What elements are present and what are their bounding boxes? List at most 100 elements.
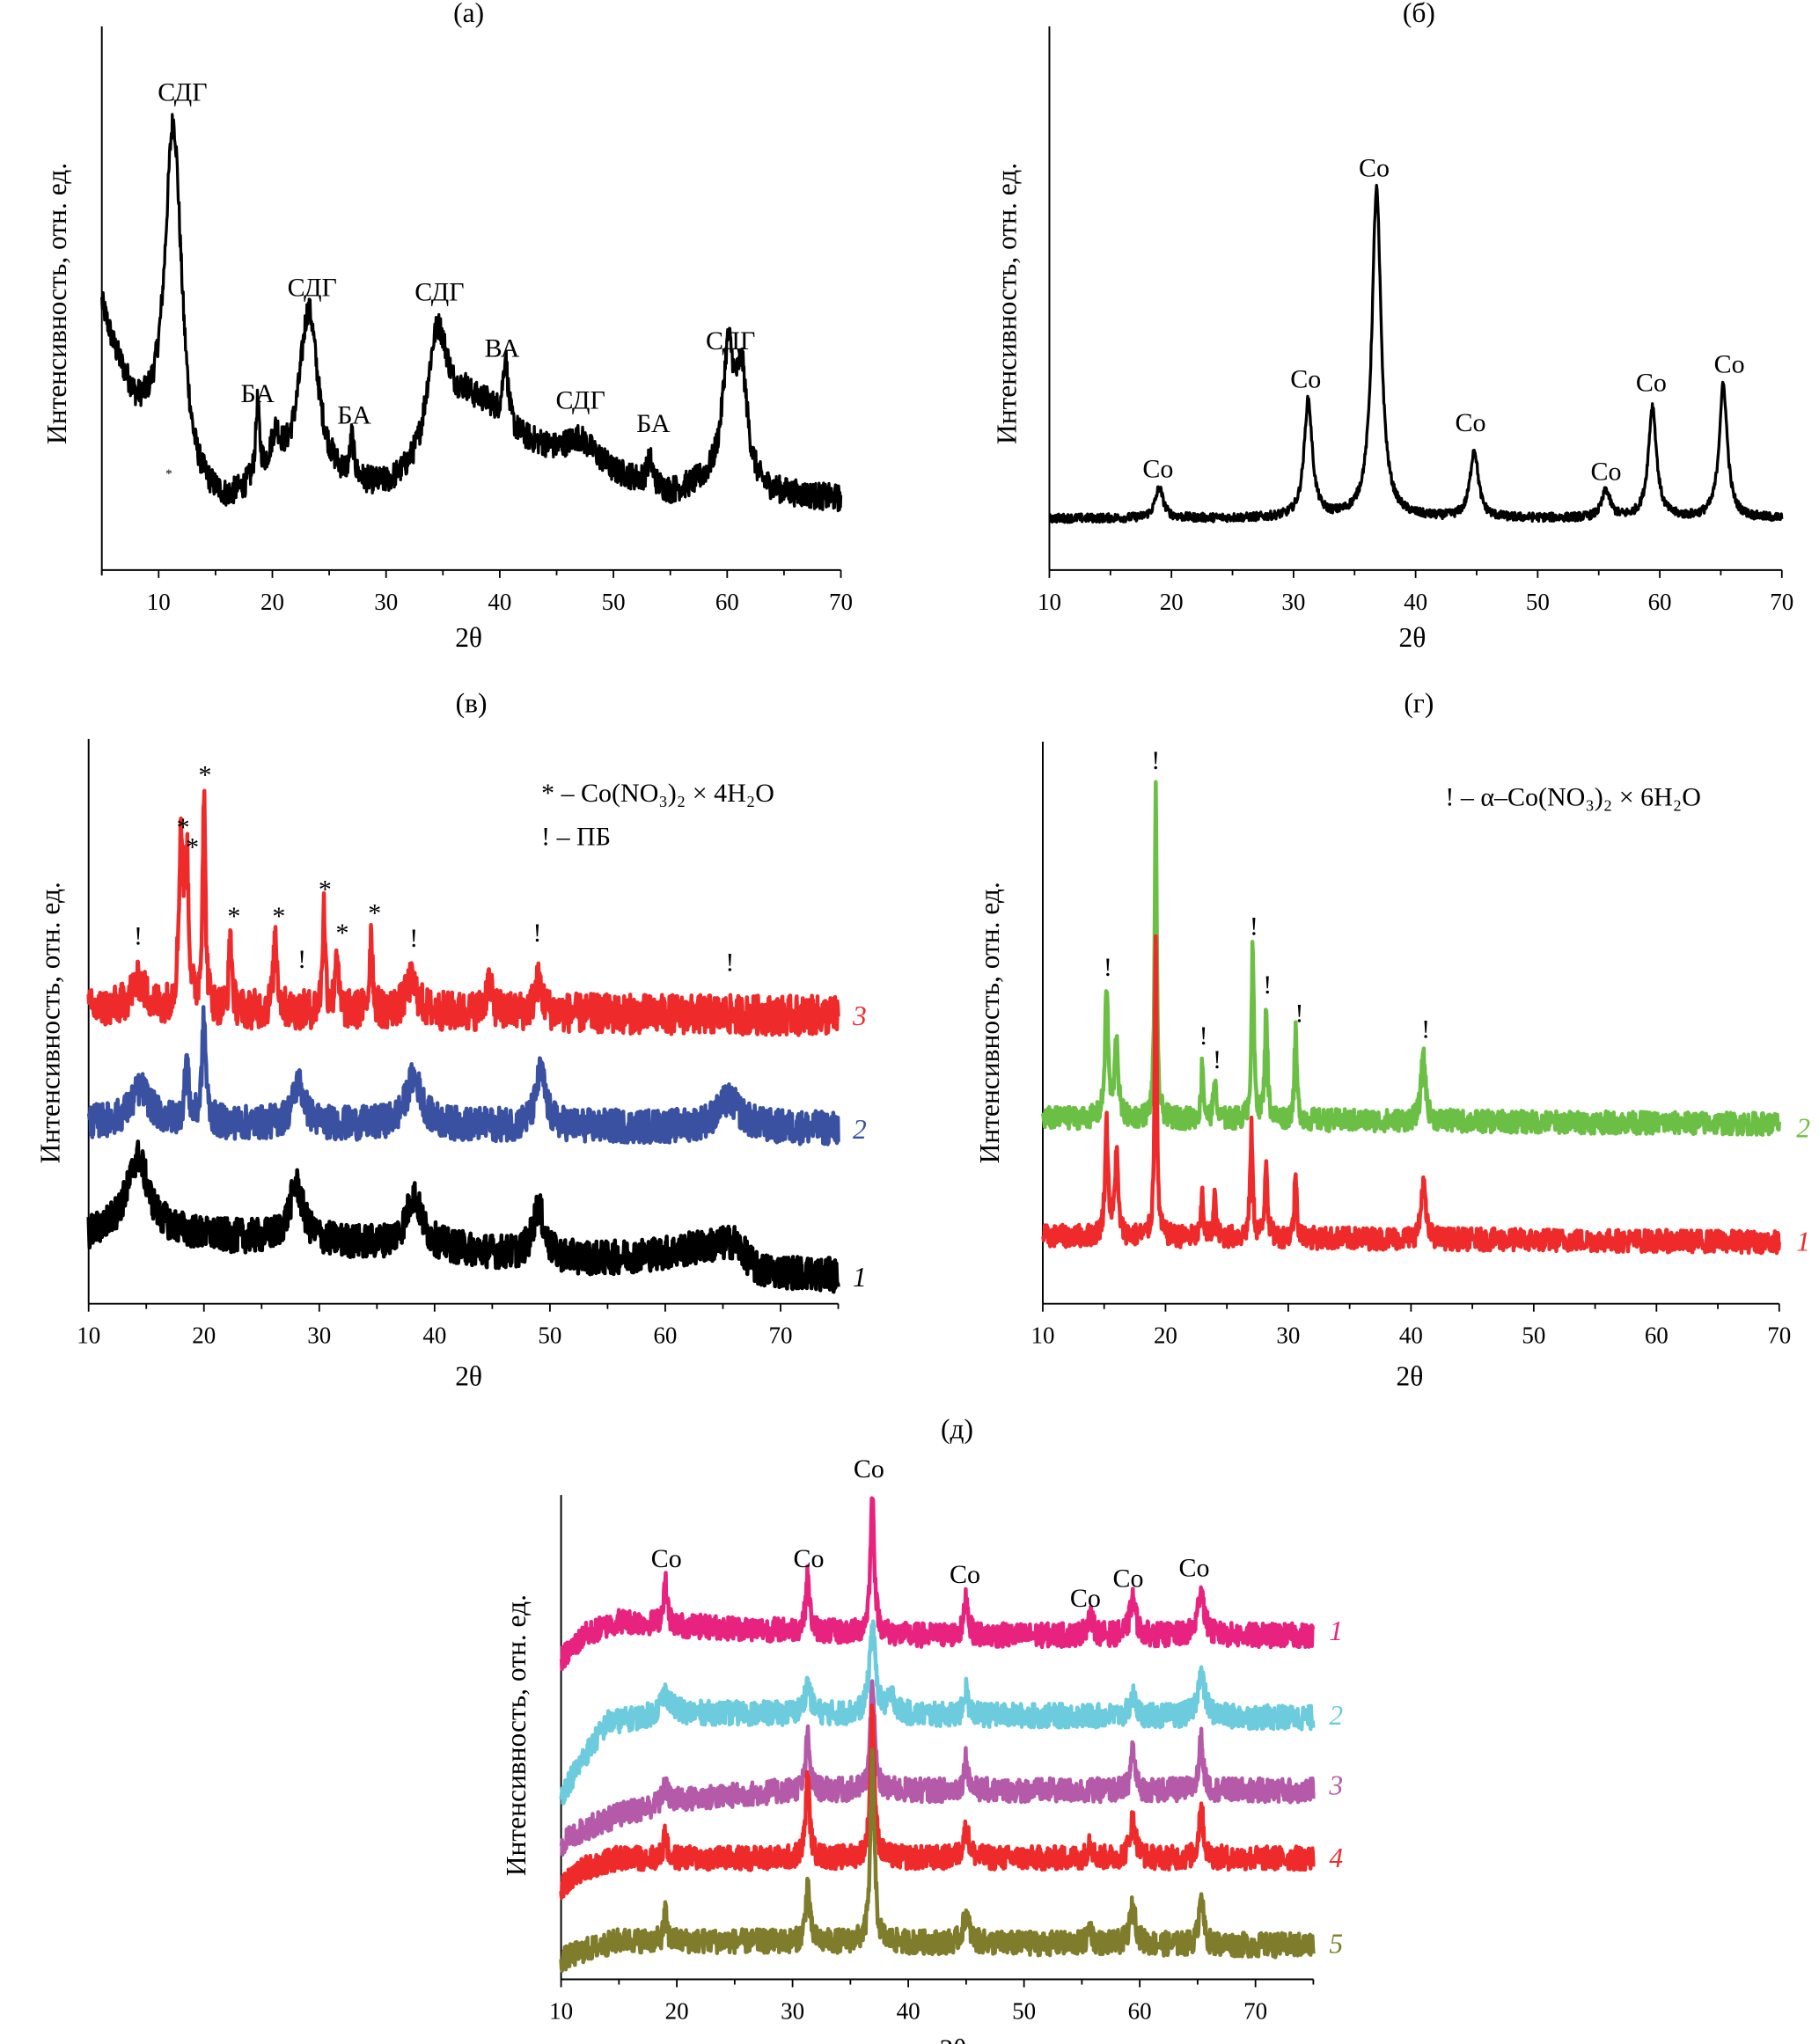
series-line-d-1 bbox=[559, 1496, 1316, 1672]
x-tick-label: 20 bbox=[1154, 1322, 1177, 1349]
x-tick-label: 70 bbox=[1767, 1322, 1791, 1349]
series-number-label: 1 bbox=[853, 1262, 867, 1293]
legend-entry: ! – α–Co(NO₃)₂ × 6H₂O bbox=[1445, 783, 1701, 812]
panel-d: (д) 10 20 30 40 50 60 70 2θ Интенсивность, отн. е… bbox=[501, 1413, 1344, 2044]
peak-annotation: СДГ bbox=[158, 78, 207, 107]
peak-annotation: * bbox=[336, 919, 349, 948]
peak-annotation: Co bbox=[1456, 408, 1486, 437]
y-axis-label: Интенсивность, отн. ед. bbox=[501, 1594, 532, 1876]
peak-annotation: ! bbox=[1199, 1022, 1208, 1051]
peak-annotation: ! bbox=[1104, 953, 1112, 982]
x-tick-label: 60 bbox=[1128, 1998, 1152, 2025]
x-tick-label: 50 bbox=[538, 1322, 561, 1349]
peak-annotation: Co bbox=[1636, 369, 1667, 398]
x-axis-label: 2θ bbox=[1396, 1361, 1423, 1392]
peak-annotation: ! bbox=[297, 945, 306, 974]
peak-annotation: СДГ bbox=[555, 385, 605, 414]
y-axis-label: Интенсивность, отн. ед. bbox=[974, 882, 1005, 1163]
x-tick-label: 60 bbox=[1648, 589, 1672, 615]
panel-b: (б) 10 20 30 40 50 60 70 2θ Интенсивность, отн. е… bbox=[992, 0, 1794, 653]
series-number-label: 2 bbox=[1796, 1112, 1810, 1143]
x-tick-label: 10 bbox=[549, 1998, 573, 2025]
peak-annotation: * bbox=[177, 813, 190, 842]
series-line-d-4 bbox=[559, 1703, 1316, 1901]
peak-annotation: ! bbox=[725, 948, 734, 977]
x-axis-label: 2θ bbox=[940, 2033, 967, 2044]
series-number-label: 5 bbox=[1329, 1928, 1343, 1959]
peak-annotation: * bbox=[165, 467, 172, 481]
x-tick-label: 60 bbox=[653, 1322, 677, 1349]
peak-annotation: ! bbox=[134, 921, 143, 950]
panel-v: (в) 10 20 30 40 50 60 70 2θ Интенсивность, отн. е… bbox=[34, 688, 867, 1392]
peak-annotation: ! bbox=[1263, 971, 1272, 1000]
legend-entry: ! – ПБ bbox=[541, 823, 611, 852]
peak-annotation: ! bbox=[1295, 999, 1303, 1028]
x-tick-label: 10 bbox=[1031, 1322, 1054, 1349]
series-line-v-2 bbox=[86, 1005, 840, 1147]
x-tick-label: 30 bbox=[1281, 589, 1305, 615]
series-line-d-3 bbox=[559, 1679, 1316, 1857]
series-number-label: 3 bbox=[1328, 1769, 1343, 1800]
peak-annotation: СДГ bbox=[706, 326, 755, 355]
x-tick-label: 20 bbox=[665, 1998, 689, 2025]
series-line-d-5 bbox=[559, 1747, 1316, 1974]
series-number-label: 1 bbox=[1796, 1226, 1810, 1256]
peak-annotation: ! bbox=[1421, 1015, 1430, 1044]
x-tick-label: 70 bbox=[829, 589, 853, 615]
peak-annotation: Co bbox=[1359, 154, 1390, 183]
peak-annotation: * bbox=[227, 902, 240, 931]
series-number-label: 4 bbox=[1329, 1843, 1343, 1873]
peak-annotation: СДГ bbox=[414, 277, 464, 306]
peak-annotation: БА bbox=[636, 409, 671, 438]
series-line-v-1 bbox=[86, 1139, 840, 1294]
peak-annotation: Co bbox=[1591, 457, 1622, 486]
x-tick-label: 40 bbox=[1404, 589, 1427, 615]
peak-annotation: * bbox=[272, 902, 285, 931]
series-line-g-1 bbox=[1040, 934, 1782, 1256]
peak-annotation: Co bbox=[1290, 364, 1321, 393]
peak-annotation: Co bbox=[1178, 1553, 1209, 1582]
series-line-g-2 bbox=[1040, 780, 1782, 1137]
peak-annotation: Co bbox=[950, 1560, 980, 1589]
series-number-label: 3 bbox=[852, 1000, 867, 1031]
x-axis-label: 2θ bbox=[455, 1361, 482, 1392]
peak-annotation: * bbox=[186, 832, 199, 861]
panel-g: (г) 10 20 30 40 50 60 70 2θ Интенсивность, отн. е… bbox=[974, 688, 1810, 1392]
peak-annotation: * bbox=[199, 760, 212, 789]
panel-title: (б) bbox=[1403, 0, 1435, 28]
series-line-b bbox=[1048, 183, 1784, 524]
peak-annotation: Co bbox=[1714, 350, 1745, 379]
series-line-a bbox=[100, 113, 843, 513]
peak-annotation: ВА bbox=[485, 334, 520, 363]
peak-annotation: Co bbox=[1070, 1584, 1101, 1613]
x-tick-label: 60 bbox=[1645, 1322, 1669, 1349]
x-tick-label: 10 bbox=[1038, 589, 1061, 615]
x-tick-label: 30 bbox=[374, 589, 398, 615]
x-axis-label: 2θ bbox=[455, 622, 482, 653]
x-axis-label: 2θ bbox=[1398, 622, 1426, 653]
peak-annotation: Co bbox=[1142, 454, 1173, 483]
series-number-label: 2 bbox=[1329, 1700, 1343, 1731]
x-tick-label: 50 bbox=[1012, 1998, 1036, 2025]
panel-title: (а) bbox=[453, 0, 484, 28]
peak-annotation: Co bbox=[1112, 1564, 1143, 1593]
y-axis-label: Интенсивность, отн. ед. bbox=[992, 163, 1023, 444]
series-line-v-3 bbox=[86, 788, 840, 1037]
x-tick-label: 70 bbox=[1770, 589, 1793, 615]
x-tick-label: 10 bbox=[147, 589, 171, 615]
x-tick-label: 20 bbox=[260, 589, 284, 615]
x-tick-label: 70 bbox=[769, 1322, 793, 1349]
peak-annotation: ! bbox=[1151, 746, 1160, 775]
peak-annotation: ! bbox=[409, 924, 418, 953]
peak-annotation: БА bbox=[240, 379, 275, 408]
series-line-d-2 bbox=[559, 1619, 1316, 1806]
y-axis-label: Интенсивность, отн. ед. bbox=[41, 163, 72, 444]
x-tick-label: 70 bbox=[1243, 1998, 1267, 2025]
x-tick-label: 20 bbox=[1160, 589, 1184, 615]
x-tick-label: 10 bbox=[77, 1322, 100, 1349]
panel-title: (д) bbox=[941, 1413, 973, 1444]
x-tick-label: 50 bbox=[1522, 1322, 1545, 1349]
panel-title: (г) bbox=[1404, 688, 1434, 719]
peak-annotation: Co bbox=[651, 1544, 682, 1573]
